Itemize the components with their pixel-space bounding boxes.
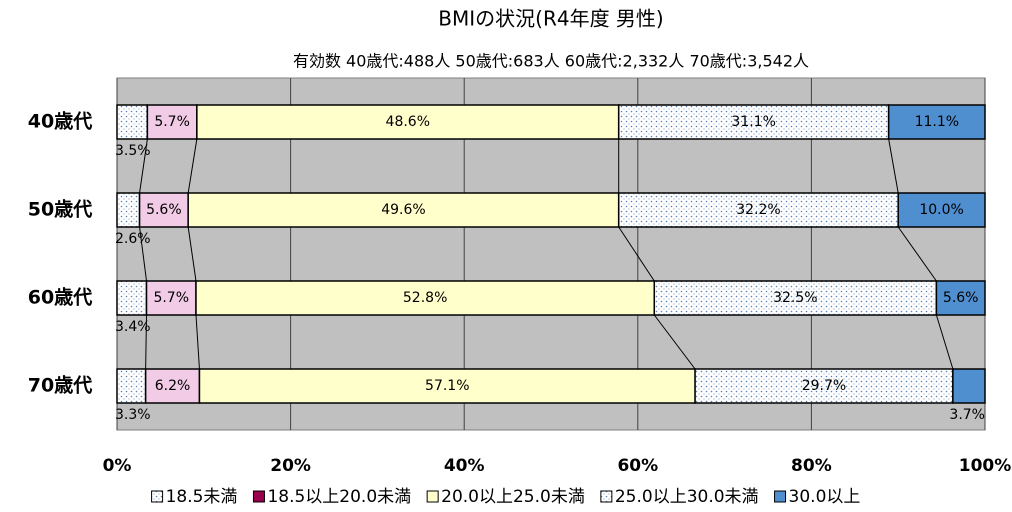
- chart-subtitle: 有効数 40歳代:488人 50歳代:683人 60歳代:2,332人 70歳代…: [293, 52, 809, 71]
- x-tick-label: 80%: [791, 456, 832, 476]
- bar-segment: [195, 280, 656, 316]
- value-label: 31.1%: [731, 114, 775, 130]
- bar-segment: [187, 192, 620, 228]
- series-line: [187, 138, 198, 194]
- chart-title: BMIの状況(R4年度 男性): [438, 7, 663, 31]
- value-label: 5.6%: [146, 202, 182, 218]
- x-tick-label: 0%: [103, 456, 132, 476]
- bar-segment: [935, 280, 986, 316]
- bar-segment: [145, 280, 197, 316]
- legend-swatch: [151, 490, 164, 503]
- value-label: 32.5%: [773, 290, 817, 306]
- series-line: [897, 226, 937, 282]
- value-label: 3.4%: [115, 319, 151, 335]
- series-line: [187, 226, 197, 282]
- series-line: [653, 314, 696, 370]
- value-label: 11.1%: [915, 114, 959, 130]
- legend-label: 25.0以上30.0未満: [615, 487, 759, 507]
- bar-segment: [617, 104, 890, 140]
- bar-segment: [146, 104, 198, 140]
- bar-segment: [116, 368, 147, 404]
- category-label: 40歳代: [28, 111, 92, 133]
- series-line: [935, 314, 954, 370]
- series-line: [139, 138, 148, 194]
- value-label: 3.7%: [949, 407, 985, 423]
- value-label: 29.7%: [802, 378, 846, 394]
- legend-swatch: [774, 490, 787, 503]
- x-tick-label: 20%: [270, 456, 311, 476]
- category-label: 70歳代: [28, 375, 92, 397]
- series-line: [145, 314, 148, 370]
- value-label: 10.0%: [919, 202, 963, 218]
- legend-label: 20.0以上25.0未満: [441, 487, 585, 507]
- category-label: 60歳代: [28, 287, 92, 309]
- series-line: [888, 138, 899, 194]
- value-label: 5.6%: [943, 290, 979, 306]
- legend-label: 30.0以上: [789, 487, 861, 507]
- bar-segment: [617, 192, 899, 228]
- series-line: [618, 226, 655, 282]
- bar-segment: [198, 368, 696, 404]
- series-line: [139, 226, 148, 282]
- value-label: 49.6%: [381, 202, 425, 218]
- bar-segment: [653, 280, 938, 316]
- bar-segment: [116, 104, 149, 140]
- value-label: 52.8%: [403, 290, 447, 306]
- x-tick-label: 60%: [617, 456, 658, 476]
- legend-swatch: [600, 490, 613, 503]
- category-label: 50歳代: [28, 199, 92, 221]
- value-label: 57.1%: [425, 378, 469, 394]
- bar-segment: [887, 104, 986, 140]
- bar-segment: [694, 368, 954, 404]
- legend-label: 18.5未満: [166, 487, 238, 507]
- legend-label: 18.5以上20.0未満: [267, 487, 411, 507]
- value-label: 2.6%: [115, 231, 151, 247]
- value-label: 6.2%: [155, 378, 191, 394]
- bar-segment: [196, 104, 620, 140]
- bar-segment: [116, 192, 141, 228]
- bar-segment: [144, 368, 201, 404]
- value-label: 48.6%: [386, 114, 430, 130]
- value-label: 5.7%: [153, 290, 189, 306]
- bar-segment: [116, 280, 148, 316]
- value-label: 3.3%: [115, 407, 151, 423]
- value-label: 3.5%: [115, 143, 151, 159]
- bar-segment: [138, 192, 189, 228]
- bar-segment: [897, 192, 986, 228]
- value-label: 32.2%: [736, 202, 780, 218]
- value-label: 5.7%: [154, 114, 190, 130]
- x-tick-label: 40%: [444, 456, 485, 476]
- series-line: [195, 314, 200, 370]
- legend-swatch: [426, 490, 439, 503]
- x-tick-label: 100%: [959, 456, 1012, 476]
- legend-swatch: [252, 490, 265, 503]
- bar-segment: [952, 368, 986, 404]
